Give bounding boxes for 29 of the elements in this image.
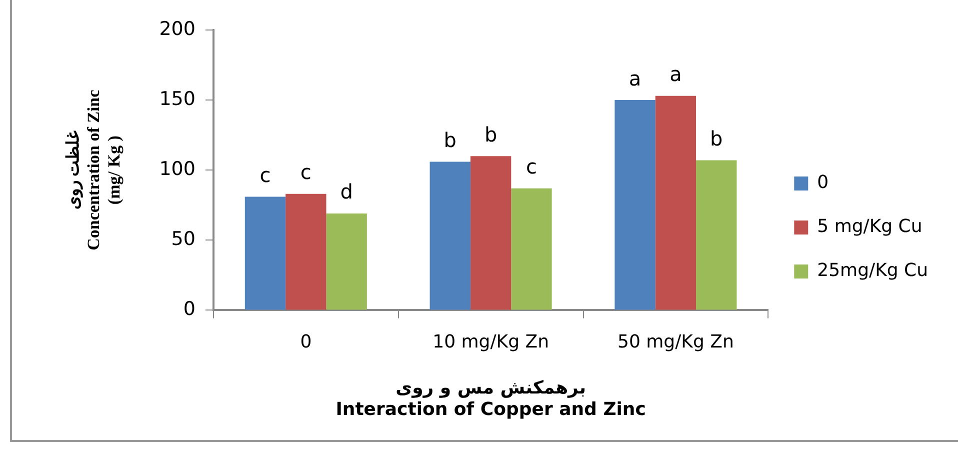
x-tick-label: 10 mg/Kg Zn [432,332,549,353]
bar [655,96,696,310]
legend-label: 5 mg/Kg Cu [817,216,922,238]
data-label: a [670,62,682,86]
bar [430,162,470,310]
y-tick-label: 50 [171,228,196,250]
data-label: d [340,180,353,204]
bar [244,196,286,310]
legend-label: 0 [817,172,829,194]
bar [286,194,326,310]
bar [511,188,552,310]
data-label: a [628,66,642,90]
x-tick-label: 50 mg/Kg Zn [618,332,734,353]
bar [326,214,367,310]
x-tick-label: 0 [300,332,312,353]
data-label: c [300,160,312,184]
bar [470,156,512,310]
bar [614,100,656,310]
legend-label: 25mg/Kg Cu [817,260,928,282]
y-tick-label: 100 [159,158,196,180]
data-label: b [444,128,456,152]
data-label: c [526,154,537,179]
y-tick-label: 200 [159,18,196,40]
data-label: b [710,126,723,150]
data-label: c [260,162,271,187]
y-tick-label: 150 [159,88,196,110]
y-tick-label: 0 [183,298,196,320]
data-label: b [484,122,498,146]
bar [696,160,737,310]
